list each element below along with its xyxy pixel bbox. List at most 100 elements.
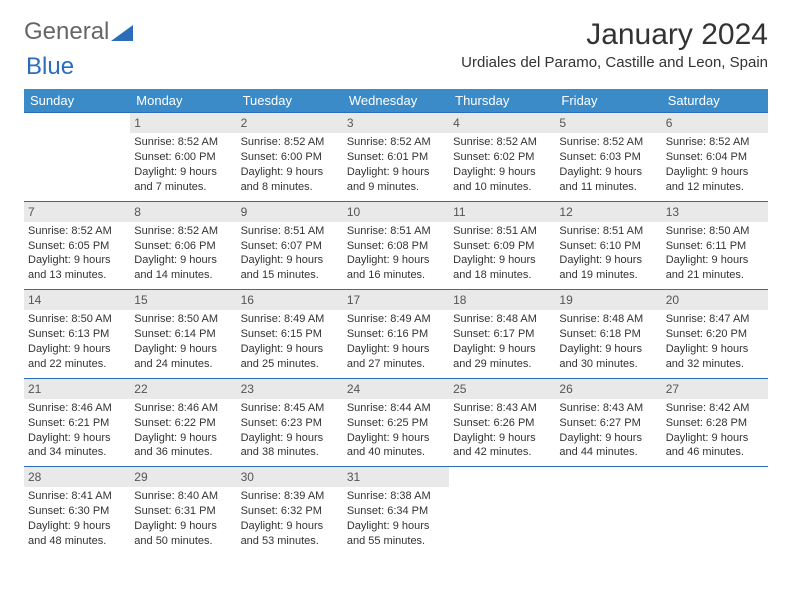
day-info-line: and 46 minutes. [666,445,764,460]
day-info-line: and 34 minutes. [28,445,126,460]
day-number: 3 [343,113,449,133]
calendar-day-cell: 6Sunrise: 8:52 AMSunset: 6:04 PMDaylight… [662,113,768,202]
day-info-line: Sunset: 6:11 PM [666,239,764,254]
day-number: 19 [555,290,661,310]
day-number: 27 [662,379,768,399]
calendar-day-cell [662,467,768,555]
day-info-line: Daylight: 9 hours [241,165,339,180]
day-number: 4 [449,113,555,133]
day-info-line: Sunset: 6:13 PM [28,327,126,342]
calendar-day-cell: 7Sunrise: 8:52 AMSunset: 6:05 PMDaylight… [24,201,130,290]
day-info-line: Sunset: 6:00 PM [134,150,232,165]
day-info-line: Sunset: 6:04 PM [666,150,764,165]
day-info-line: Sunrise: 8:52 AM [134,224,232,239]
calendar-day-cell: 29Sunrise: 8:40 AMSunset: 6:31 PMDayligh… [130,467,236,555]
day-info-line: Daylight: 9 hours [559,165,657,180]
day-info-line: Daylight: 9 hours [453,342,551,357]
calendar-day-cell: 30Sunrise: 8:39 AMSunset: 6:32 PMDayligh… [237,467,343,555]
day-info-line: and 14 minutes. [134,268,232,283]
calendar-day-cell: 13Sunrise: 8:50 AMSunset: 6:11 PMDayligh… [662,201,768,290]
weekday-header: Tuesday [237,89,343,113]
calendar-day-cell: 10Sunrise: 8:51 AMSunset: 6:08 PMDayligh… [343,201,449,290]
logo-triangle-icon [111,23,133,41]
day-info-line: Daylight: 9 hours [134,431,232,446]
day-info-line: Daylight: 9 hours [347,165,445,180]
calendar-day-cell: 15Sunrise: 8:50 AMSunset: 6:14 PMDayligh… [130,290,236,379]
day-info-line: Sunrise: 8:52 AM [134,135,232,150]
day-info-line: and 38 minutes. [241,445,339,460]
day-info-line: Sunrise: 8:43 AM [453,401,551,416]
day-info-line: Sunrise: 8:52 AM [28,224,126,239]
day-info-line: and 12 minutes. [666,180,764,195]
day-info-line: and 15 minutes. [241,268,339,283]
day-info-line: Sunset: 6:02 PM [453,150,551,165]
day-info-line: and 19 minutes. [559,268,657,283]
day-info-line: Sunrise: 8:46 AM [134,401,232,416]
day-info-line: Sunrise: 8:51 AM [241,224,339,239]
day-info-line: Daylight: 9 hours [453,165,551,180]
day-info-line: Sunset: 6:03 PM [559,150,657,165]
day-info-line: Sunset: 6:15 PM [241,327,339,342]
day-number: 26 [555,379,661,399]
calendar-day-cell: 14Sunrise: 8:50 AMSunset: 6:13 PMDayligh… [24,290,130,379]
weekday-header: Wednesday [343,89,449,113]
day-info-line: and 8 minutes. [241,180,339,195]
day-info-line: and 11 minutes. [559,180,657,195]
calendar-body: 1Sunrise: 8:52 AMSunset: 6:00 PMDaylight… [24,113,768,555]
day-info-line: and 29 minutes. [453,357,551,372]
day-number: 23 [237,379,343,399]
day-info-line: Daylight: 9 hours [347,431,445,446]
day-info-line: Daylight: 9 hours [559,431,657,446]
page-title: January 2024 [461,18,768,52]
day-info-line: Daylight: 9 hours [666,431,764,446]
calendar-week-row: 28Sunrise: 8:41 AMSunset: 6:30 PMDayligh… [24,467,768,555]
day-info-line: Sunset: 6:34 PM [347,504,445,519]
day-info-line: and 30 minutes. [559,357,657,372]
day-number: 25 [449,379,555,399]
day-info-line: Sunrise: 8:51 AM [347,224,445,239]
day-info-line: Daylight: 9 hours [134,342,232,357]
day-number: 2 [237,113,343,133]
day-info-line: Sunset: 6:14 PM [134,327,232,342]
day-info-line: Daylight: 9 hours [559,342,657,357]
day-info-line: Sunset: 6:22 PM [134,416,232,431]
day-info-line: Sunset: 6:27 PM [559,416,657,431]
page-subtitle: Urdiales del Paramo, Castille and Leon, … [461,54,768,71]
day-info-line: Sunset: 6:18 PM [559,327,657,342]
day-number: 20 [662,290,768,310]
day-info-line: and 27 minutes. [347,357,445,372]
day-info-line: Sunrise: 8:50 AM [134,312,232,327]
day-info-line: Daylight: 9 hours [134,519,232,534]
day-number: 28 [24,467,130,487]
day-info-line: and 36 minutes. [134,445,232,460]
day-number: 5 [555,113,661,133]
day-info-line: Sunrise: 8:43 AM [559,401,657,416]
day-info-line: and 42 minutes. [453,445,551,460]
day-number: 8 [130,202,236,222]
title-block: January 2024 Urdiales del Paramo, Castil… [461,18,768,71]
calendar-day-cell: 16Sunrise: 8:49 AMSunset: 6:15 PMDayligh… [237,290,343,379]
weekday-header: Saturday [662,89,768,113]
day-number: 16 [237,290,343,310]
day-info-line: Sunrise: 8:39 AM [241,489,339,504]
weekday-header: Friday [555,89,661,113]
calendar-day-cell: 22Sunrise: 8:46 AMSunset: 6:22 PMDayligh… [130,378,236,467]
day-info-line: Sunset: 6:07 PM [241,239,339,254]
day-info-line: Daylight: 9 hours [559,253,657,268]
day-info-line: Sunrise: 8:48 AM [559,312,657,327]
calendar-day-cell: 8Sunrise: 8:52 AMSunset: 6:06 PMDaylight… [130,201,236,290]
day-info-line: Sunset: 6:10 PM [559,239,657,254]
day-info-line: Sunrise: 8:42 AM [666,401,764,416]
day-info-line: Sunset: 6:23 PM [241,416,339,431]
day-info-line: Sunrise: 8:52 AM [559,135,657,150]
logo-text-2: Blue [26,53,74,80]
day-info-line: Daylight: 9 hours [28,253,126,268]
day-info-line: Sunset: 6:28 PM [666,416,764,431]
calendar-day-cell: 24Sunrise: 8:44 AMSunset: 6:25 PMDayligh… [343,378,449,467]
day-info-line: Sunrise: 8:41 AM [28,489,126,504]
day-info-line: Sunrise: 8:50 AM [28,312,126,327]
day-info-line: Daylight: 9 hours [241,519,339,534]
day-number: 11 [449,202,555,222]
day-number: 21 [24,379,130,399]
calendar-day-cell: 21Sunrise: 8:46 AMSunset: 6:21 PMDayligh… [24,378,130,467]
